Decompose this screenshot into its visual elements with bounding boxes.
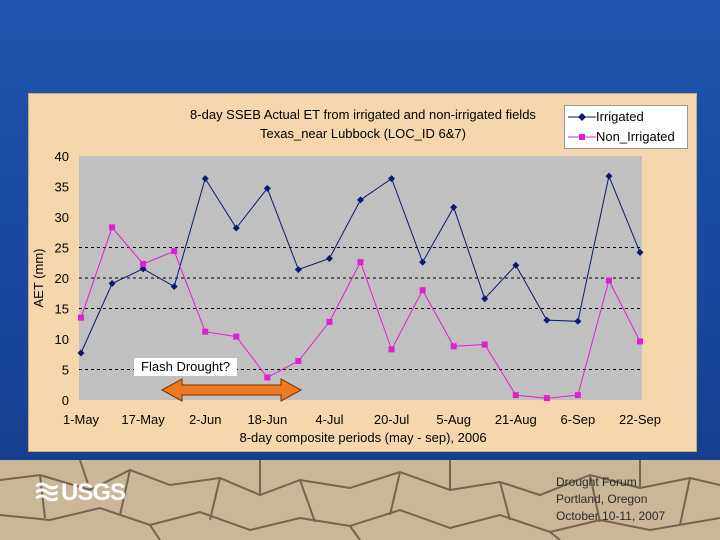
y-tick-label: 0	[62, 393, 69, 408]
data-point-irrigated	[232, 224, 240, 232]
data-point-irrigated	[77, 349, 85, 357]
data-point-irrigated	[636, 248, 644, 256]
x-tick-label: 6-Sep	[561, 412, 596, 427]
chart-panel: 8-day SSEB Actual ET from irrigated and …	[28, 93, 697, 452]
x-tick-label: 2-Jun	[189, 412, 222, 427]
data-point-non_irrigated	[512, 392, 519, 399]
data-point-non_irrigated	[543, 395, 550, 402]
data-point-non_irrigated	[326, 318, 333, 325]
data-point-irrigated	[450, 203, 458, 211]
legend-item-non-irrigated: Non_Irrigated	[565, 127, 687, 147]
chart-subtitle: Texas_near Lubbock (LOC_ID 6&7)	[260, 126, 466, 141]
data-point-irrigated	[139, 265, 147, 273]
chart-legend: Irrigated Non_Irrigated	[564, 105, 688, 149]
data-point-irrigated	[201, 175, 209, 183]
data-point-non_irrigated	[202, 328, 209, 335]
x-axis-title: 8-day composite periods (may - sep), 200…	[239, 430, 486, 445]
legend-swatch-irrigated-icon	[568, 113, 596, 121]
legend-label-non-irrigated: Non_Irrigated	[596, 129, 675, 144]
data-point-irrigated	[481, 295, 489, 303]
data-point-non_irrigated	[233, 333, 240, 340]
data-point-non_irrigated	[295, 357, 302, 364]
data-point-irrigated	[419, 258, 427, 266]
usgs-wave-icon	[36, 482, 58, 502]
data-point-non_irrigated	[481, 341, 488, 348]
x-tick-label: 1-May	[63, 412, 100, 427]
y-tick-label: 30	[55, 210, 69, 225]
data-point-irrigated	[574, 317, 582, 325]
y-tick-label: 40	[55, 149, 69, 164]
chart-title: 8-day SSEB Actual ET from irrigated and …	[190, 107, 536, 122]
data-point-non_irrigated	[78, 314, 84, 321]
flash-drought-label: Flash Drought?	[134, 358, 237, 376]
usgs-logo-text: USGS	[61, 479, 126, 506]
x-tick-label: 17-May	[121, 412, 165, 427]
data-point-irrigated	[605, 172, 613, 180]
event-line-location: Portland, Oregon	[556, 492, 648, 506]
y-tick-label: 5	[62, 363, 69, 378]
data-point-non_irrigated	[388, 346, 395, 353]
data-point-non_irrigated	[171, 248, 178, 255]
data-point-irrigated	[170, 283, 178, 291]
data-point-irrigated	[357, 196, 364, 204]
data-point-non_irrigated	[357, 259, 364, 266]
y-tick-label: 35	[55, 180, 69, 195]
data-point-irrigated	[512, 261, 520, 269]
data-point-non_irrigated	[109, 224, 116, 231]
data-point-non_irrigated	[605, 277, 612, 284]
data-point-non_irrigated	[419, 287, 426, 294]
cracked-earth-texture	[0, 460, 720, 540]
x-tick-label: 20-Jul	[374, 412, 410, 427]
data-point-non_irrigated	[140, 260, 147, 267]
data-point-irrigated	[294, 265, 302, 273]
x-tick-label: 5-Aug	[436, 412, 471, 427]
cracked-earth-banner	[0, 460, 720, 540]
y-tick-label: 20	[55, 271, 69, 286]
event-info: Drought Forum Portland, Oregon October 1…	[556, 474, 716, 525]
legend-swatch-non-irrigated-icon	[568, 134, 596, 140]
data-point-non_irrigated	[574, 392, 581, 399]
data-point-irrigated	[543, 316, 551, 324]
usgs-logo: USGS	[36, 479, 126, 506]
y-tick-label: 15	[55, 302, 69, 317]
x-tick-label: 22-Sep	[619, 412, 661, 427]
data-point-non_irrigated	[264, 374, 271, 381]
data-point-irrigated	[263, 184, 271, 192]
data-point-irrigated	[108, 279, 116, 287]
y-tick-label: 25	[55, 241, 69, 256]
event-line-forum: Drought Forum	[556, 475, 637, 489]
legend-item-irrigated: Irrigated	[565, 107, 687, 127]
legend-label-irrigated: Irrigated	[596, 109, 644, 124]
x-tick-label: 18-Jun	[247, 412, 287, 427]
event-line-date: October 10-11, 2007	[556, 509, 666, 523]
data-point-irrigated	[388, 175, 396, 183]
y-tick-label: 10	[55, 332, 69, 347]
flash-drought-arrow	[160, 378, 303, 402]
data-point-non_irrigated	[450, 343, 457, 350]
data-point-non_irrigated	[637, 338, 643, 345]
x-tick-label: 21-Aug	[495, 412, 537, 427]
y-axis-title: AET (mm)	[31, 249, 46, 308]
x-tick-label: 4-Jul	[315, 412, 343, 427]
